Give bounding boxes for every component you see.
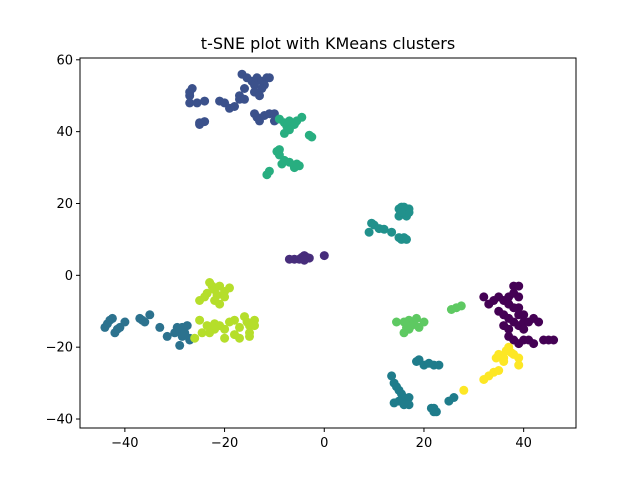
scatter-point [220, 292, 230, 302]
scatter-point [387, 371, 397, 381]
y-tick-label: 60 [56, 53, 73, 68]
scatter-point [120, 317, 130, 327]
scatter-point [155, 322, 165, 332]
scatter-point [319, 251, 329, 261]
scatter-point [389, 398, 399, 408]
scatter-point [459, 385, 469, 395]
scatter-point [307, 132, 317, 142]
scatter-point [284, 125, 294, 135]
scatter-point [230, 102, 239, 111]
scatter-point [255, 91, 264, 101]
points-layer [100, 69, 559, 417]
scatter-point [195, 120, 205, 129]
scatter-point [297, 112, 307, 122]
scatter-point [245, 331, 254, 341]
scatter-point [202, 321, 212, 331]
scatter-point [412, 313, 421, 323]
ticks-layer: −40 −20 0 20 40 −40 −20 0 20 40 60 [46, 53, 532, 451]
scatter-point [162, 331, 172, 341]
scatter-point [514, 281, 524, 291]
scatter-point [197, 328, 207, 338]
x-tick-label: −20 [211, 436, 238, 451]
scatter-point [187, 84, 197, 93]
scatter-point [534, 317, 544, 327]
scatter-point [364, 227, 374, 237]
scatter-point [195, 296, 205, 305]
scatter-point [230, 315, 239, 325]
x-tick-label: 40 [515, 436, 532, 451]
x-tick-label: 0 [320, 436, 328, 451]
scatter-point [250, 321, 259, 331]
scatter-point [504, 324, 514, 334]
scatter-point [392, 317, 401, 327]
y-tick-label: 20 [56, 197, 73, 212]
scatter-point [549, 335, 559, 345]
y-tick-label: −20 [46, 341, 73, 356]
scatter-point [215, 299, 225, 309]
scatter-point [479, 292, 489, 302]
scatter-point [140, 317, 150, 327]
x-tick-label: 20 [416, 436, 433, 451]
scatter-point [182, 321, 192, 331]
scatter-point [250, 80, 259, 90]
scatter-point [185, 98, 195, 108]
scatter-point [235, 322, 244, 332]
scatter-point [514, 353, 524, 363]
scatter-point [240, 84, 249, 93]
y-tick-label: 0 [65, 269, 73, 284]
scatter-point [220, 324, 230, 334]
scatter-point [449, 393, 459, 402]
axes-frame [79, 57, 577, 429]
scatter-point [379, 224, 389, 234]
scatter-point [404, 400, 414, 410]
scatter-point [220, 333, 230, 343]
scatter-point [426, 403, 436, 413]
scatter-point [235, 333, 244, 343]
scatter-point [434, 360, 444, 370]
y-tick-label: 40 [56, 125, 73, 140]
scatter-point [519, 324, 529, 334]
scatter-point [514, 360, 524, 370]
scatter-point [399, 328, 409, 338]
scatter-point [402, 234, 411, 244]
scatter-point [195, 315, 205, 325]
scatter-point [240, 94, 249, 104]
scatter-point [499, 357, 509, 366]
scatter-point [529, 339, 539, 349]
scatter-point [200, 96, 210, 106]
scatter-point [509, 303, 519, 313]
scatter-point [145, 310, 155, 320]
scatter-point [299, 255, 309, 265]
scatter-point [190, 333, 200, 343]
scatter-point [175, 340, 185, 350]
scatter-point [419, 317, 429, 327]
scatter-point [397, 208, 406, 217]
scatter-point [294, 161, 304, 171]
scatter-point [494, 366, 504, 375]
scatter-point [404, 393, 414, 402]
x-tick-label: −40 [111, 436, 138, 451]
scatter-point [107, 313, 117, 323]
scatter-point [514, 292, 524, 302]
scatter-point [264, 73, 274, 83]
scatter-point [192, 98, 202, 108]
chart-title: t-SNE plot with KMeans clusters [201, 34, 455, 53]
scatter-point [225, 283, 234, 293]
scatter-point [205, 328, 215, 338]
scatter-point [456, 301, 466, 311]
scatter-point [519, 310, 529, 320]
scatter-point [387, 227, 397, 237]
scatter-point [262, 170, 272, 180]
scatter-point [257, 84, 267, 93]
y-tick-label: −40 [46, 413, 73, 428]
